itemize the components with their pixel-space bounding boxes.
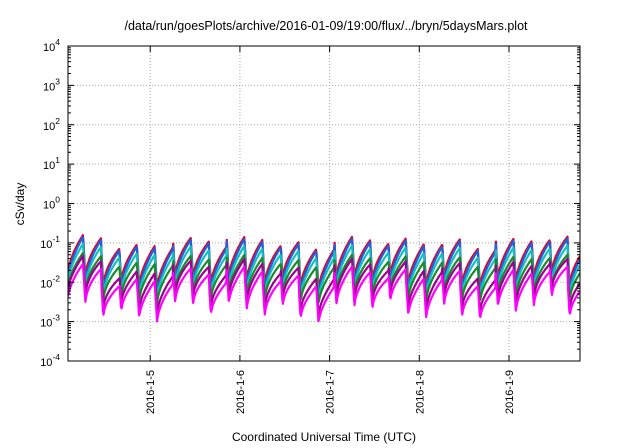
y-tick-label: 10-3 (40, 313, 60, 330)
series-group (68, 234, 580, 323)
x-axis-label: Coordinated Universal Time (UTC) (232, 430, 416, 444)
x-tick-label: 2016-1-5 (145, 370, 157, 414)
x-axis: 2016-1-5 2016-1-6 2016-1-7 2016-1-8 2016-1-9 (145, 46, 516, 414)
x-tick-label: 2016-1-7 (325, 370, 337, 414)
y-tick-label: 10-4 (40, 352, 60, 369)
y-axis-label: cSv/day (13, 183, 27, 226)
x-tick-label: 2016-1-9 (504, 370, 516, 414)
series-line (68, 262, 580, 323)
x-tick-label: 2016-1-8 (414, 370, 426, 414)
series-line (68, 242, 580, 301)
chart-title: /data/run/goesPlots/archive/2016-01-09/1… (124, 19, 528, 33)
y-tick-label: 10-1 (40, 234, 60, 251)
y-tick-label: 10-2 (40, 273, 60, 290)
y-tick-label: 103 (43, 76, 60, 93)
grid (68, 46, 580, 361)
x-tick-label: 2016-1-6 (235, 370, 247, 414)
y-tick-label: 101 (43, 155, 60, 172)
y-tick-label: 104 (43, 37, 60, 54)
y-tick-label: 102 (43, 116, 60, 133)
y-axis: 10-4 10-3 10-2 10-1 100 101 102 103 104 (40, 37, 580, 369)
y-tick-label: 100 (43, 195, 60, 212)
